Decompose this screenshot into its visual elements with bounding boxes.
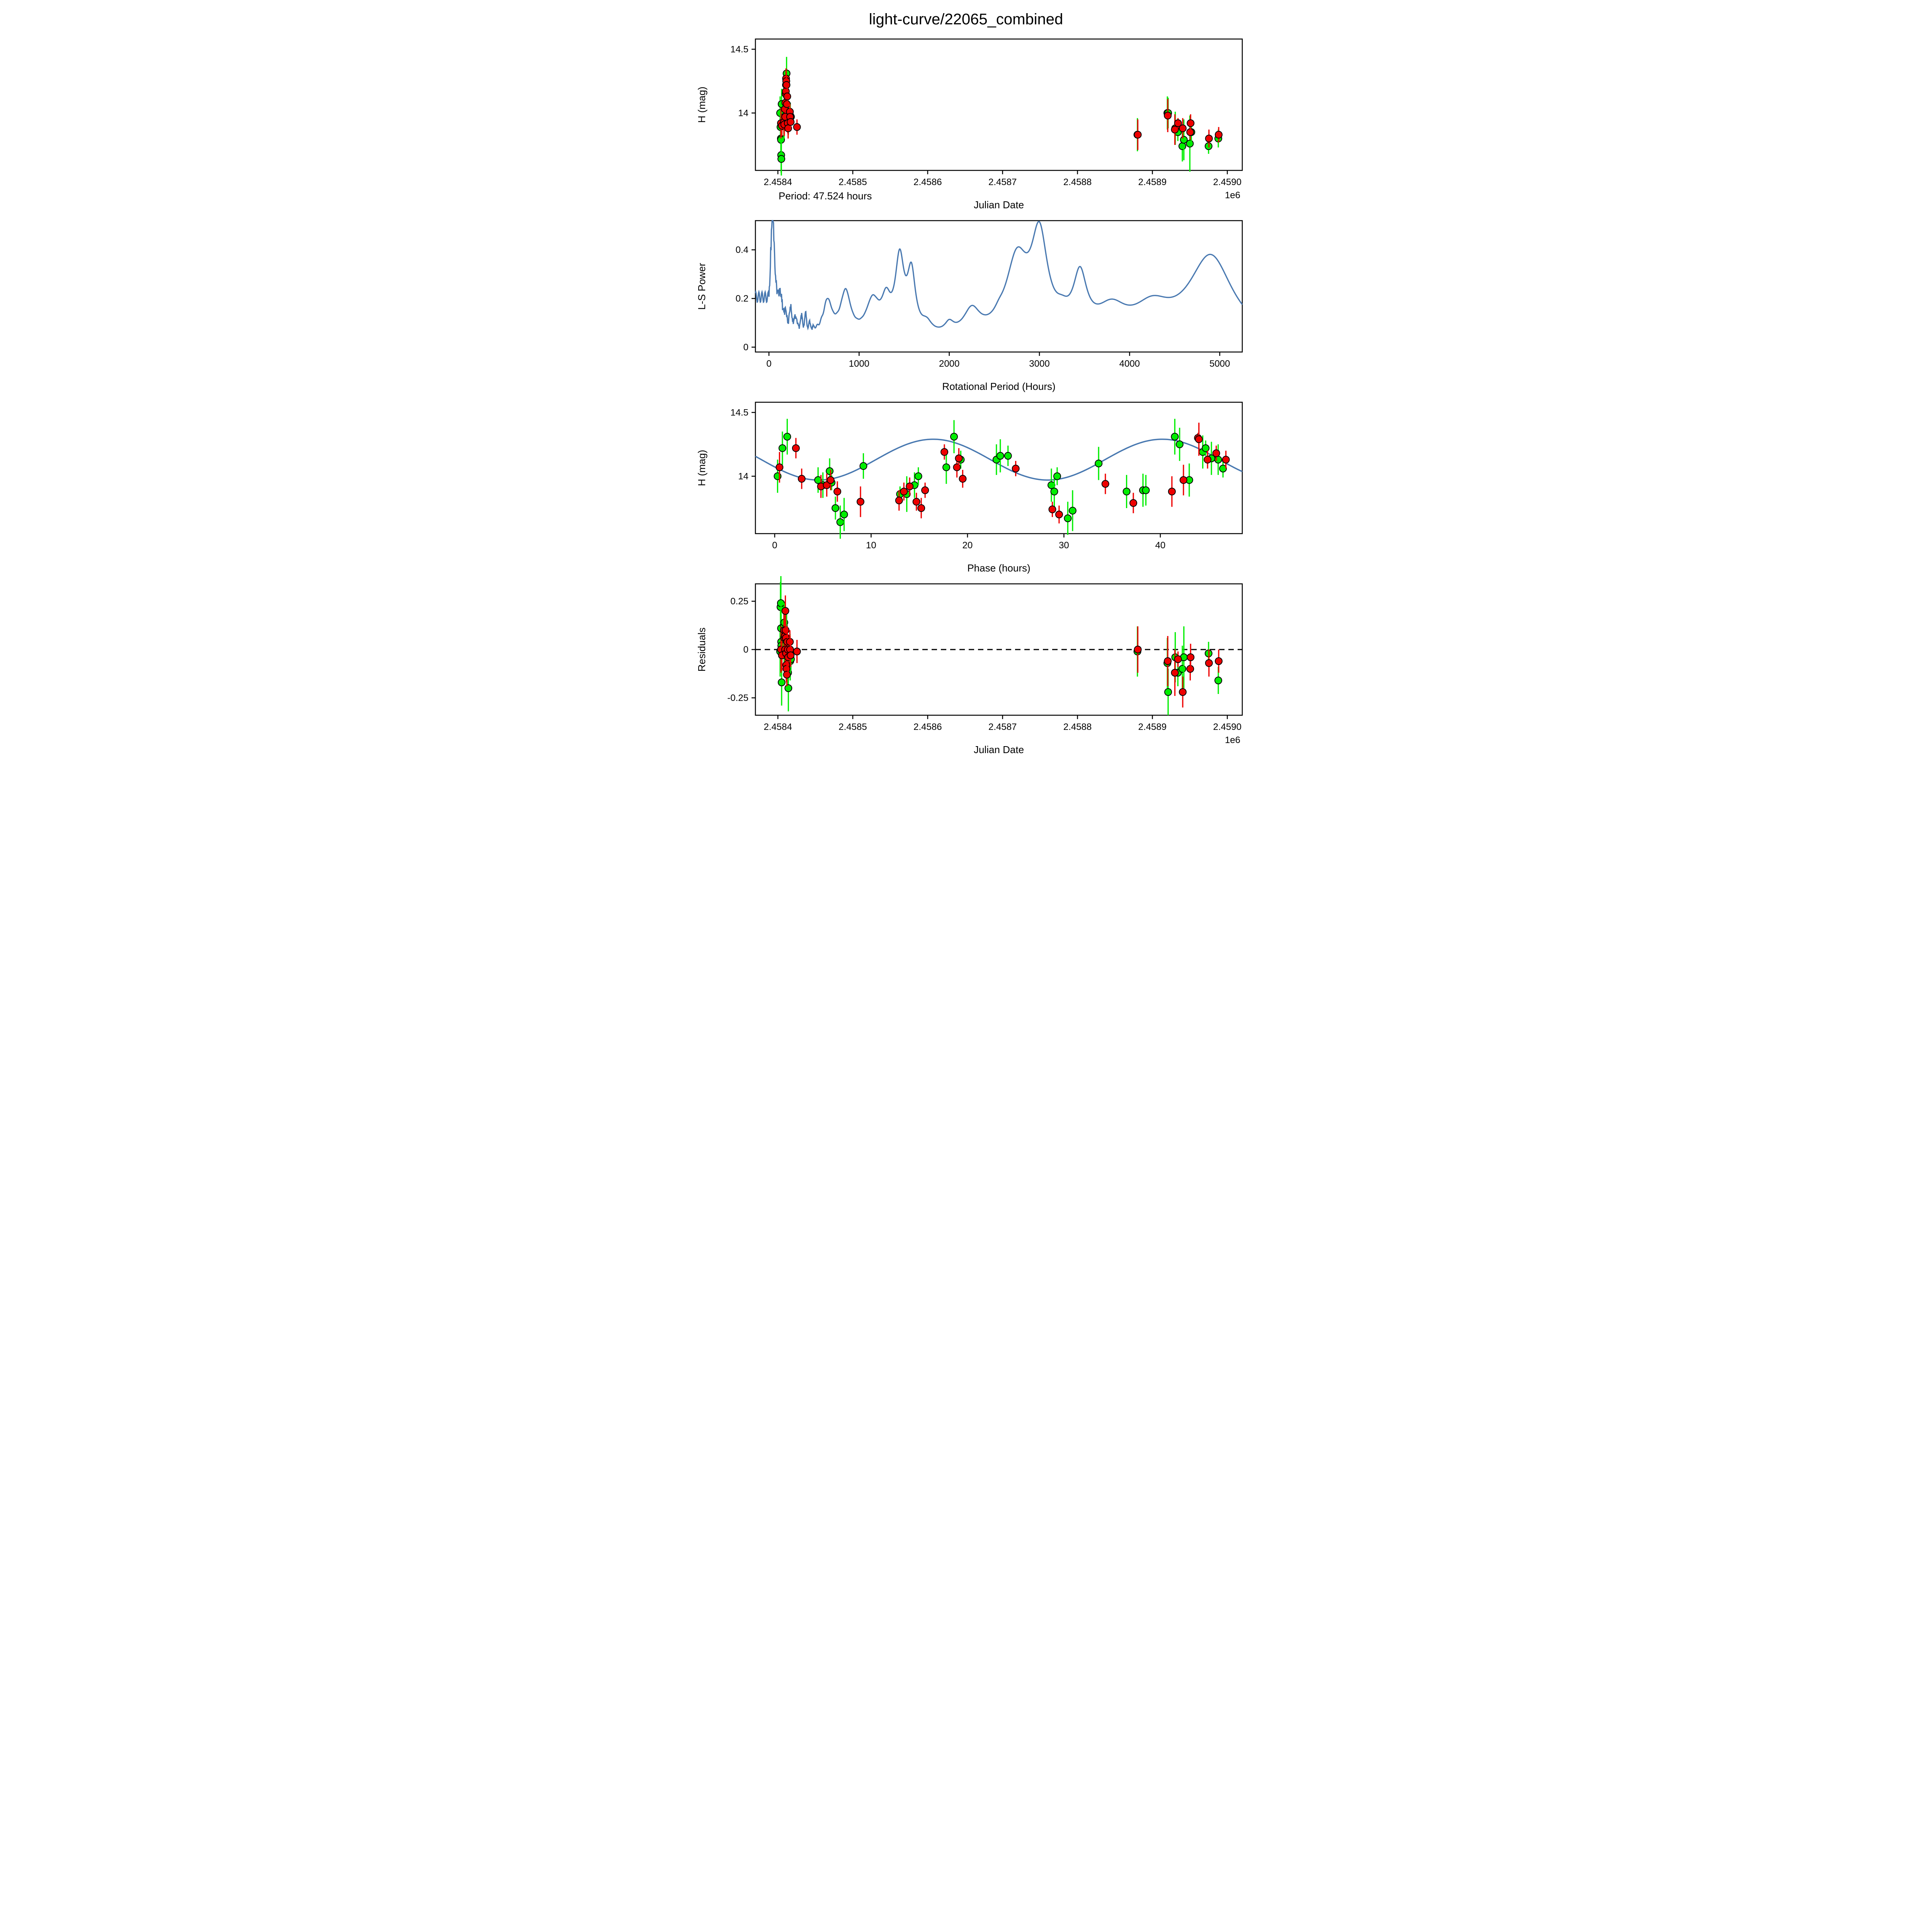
svg-text:Residuals: Residuals bbox=[696, 628, 707, 672]
svg-text:2.4586: 2.4586 bbox=[913, 722, 942, 732]
svg-text:2.4587: 2.4587 bbox=[988, 722, 1017, 732]
svg-text:14: 14 bbox=[738, 108, 748, 118]
page-title: light-curve/22065_combined bbox=[667, 0, 1265, 31]
svg-text:14.5: 14.5 bbox=[730, 407, 748, 418]
svg-text:1e6: 1e6 bbox=[1225, 190, 1240, 201]
panel-periodogram: 0 1000 2000 3000 4000 5000 0 0.2 0.4 Rotational P… bbox=[667, 213, 1265, 395]
svg-text:2.4589: 2.4589 bbox=[1138, 177, 1167, 187]
svg-text:0.2: 0.2 bbox=[736, 293, 748, 304]
svg-text:Julian Date: Julian Date bbox=[974, 199, 1024, 211]
svg-text:2.4586: 2.4586 bbox=[913, 177, 942, 187]
panel-phase-folded: 0 10 20 30 40 14 14.5 Phase (hours) H (mag) bbox=[667, 395, 1265, 576]
svg-text:H (mag): H (mag) bbox=[696, 87, 707, 123]
svg-text:L-S Power: L-S Power bbox=[696, 263, 707, 310]
svg-text:2.4584: 2.4584 bbox=[764, 722, 792, 732]
svg-text:H (mag): H (mag) bbox=[696, 450, 707, 486]
svg-text:Period: 47.524 hours: Period: 47.524 hours bbox=[779, 190, 872, 202]
svg-text:2.4588: 2.4588 bbox=[1063, 177, 1092, 187]
svg-text:0: 0 bbox=[743, 645, 748, 655]
svg-text:0: 0 bbox=[766, 359, 771, 369]
svg-text:2000: 2000 bbox=[939, 359, 959, 369]
svg-text:-0.25: -0.25 bbox=[727, 693, 748, 703]
svg-text:30: 30 bbox=[1059, 540, 1069, 551]
svg-text:0.4: 0.4 bbox=[736, 245, 748, 255]
svg-text:2.4587: 2.4587 bbox=[988, 177, 1017, 187]
svg-text:0: 0 bbox=[743, 342, 748, 352]
svg-text:0.25: 0.25 bbox=[730, 596, 748, 607]
svg-text:14.5: 14.5 bbox=[730, 44, 748, 54]
svg-text:0: 0 bbox=[772, 540, 777, 551]
svg-text:Rotational Period (Hours): Rotational Period (Hours) bbox=[942, 381, 1055, 392]
figure-container: light-curve/22065_combined 2.4584 2.4585 2… bbox=[667, 0, 1265, 850]
svg-text:2.4588: 2.4588 bbox=[1063, 722, 1092, 732]
svg-text:2.4585: 2.4585 bbox=[838, 722, 867, 732]
svg-text:10: 10 bbox=[866, 540, 876, 551]
panel-residuals: 2.4584 2.4585 2.4586 2.4587 2.4588 2.4589 2.45… bbox=[667, 576, 1265, 758]
svg-text:3000: 3000 bbox=[1029, 359, 1049, 369]
svg-text:2.4590: 2.4590 bbox=[1213, 177, 1242, 187]
svg-text:14: 14 bbox=[738, 471, 748, 481]
svg-text:2.4585: 2.4585 bbox=[838, 177, 867, 187]
svg-text:4000: 4000 bbox=[1119, 359, 1140, 369]
svg-text:40: 40 bbox=[1155, 540, 1166, 551]
svg-text:5000: 5000 bbox=[1209, 359, 1230, 369]
svg-text:20: 20 bbox=[963, 540, 973, 551]
svg-text:1000: 1000 bbox=[849, 359, 869, 369]
svg-text:Julian Date: Julian Date bbox=[974, 744, 1024, 755]
svg-text:2.4584: 2.4584 bbox=[764, 177, 792, 187]
svg-text:Phase (hours): Phase (hours) bbox=[967, 562, 1030, 574]
svg-text:2.4589: 2.4589 bbox=[1138, 722, 1167, 732]
panel-raw-lightcurve: 2.4584 2.4585 2.4586 2.4587 2.4588 2.4589 2.45… bbox=[667, 31, 1265, 213]
svg-text:1e6: 1e6 bbox=[1225, 735, 1240, 745]
svg-text:2.4590: 2.4590 bbox=[1213, 722, 1242, 732]
